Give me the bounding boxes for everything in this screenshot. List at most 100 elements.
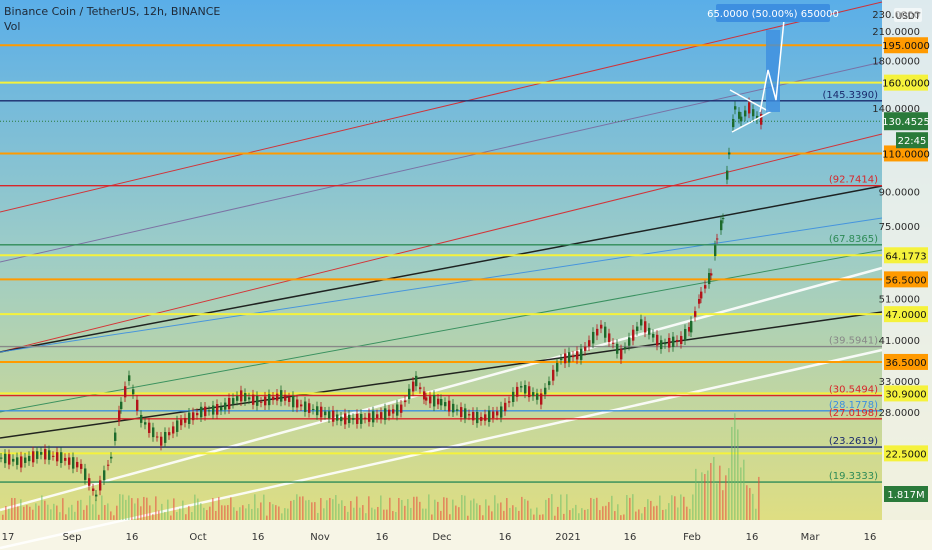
candle-body <box>72 457 75 469</box>
volume-bar <box>269 502 271 520</box>
candle-body <box>0 457 3 459</box>
candle-body <box>388 409 391 416</box>
volume-bar <box>293 499 295 520</box>
candle-body <box>360 413 363 424</box>
volume-bars <box>2 413 760 520</box>
volume-bar <box>239 507 241 520</box>
candle-body <box>412 381 415 392</box>
level-badge-text: 64.1773 <box>885 251 926 262</box>
candle-body <box>504 402 507 412</box>
volume-bar <box>83 509 85 520</box>
candle-body <box>356 413 359 424</box>
volume-bar <box>356 496 358 520</box>
candle-body <box>180 419 183 426</box>
candle-body <box>612 342 615 344</box>
trend-line-6 <box>0 266 883 512</box>
volume-bar <box>671 495 673 520</box>
candle-body <box>604 326 607 338</box>
volume-bar <box>479 505 481 520</box>
candle-body <box>308 403 311 413</box>
volume-bar <box>161 503 163 520</box>
volume-bar <box>755 508 757 520</box>
candle-body <box>576 351 579 360</box>
volume-bar <box>71 504 73 520</box>
volume-bar <box>500 502 502 520</box>
current-price-text: 130.4525 <box>882 117 930 128</box>
volume-bar <box>317 512 319 520</box>
candle-body <box>64 457 67 461</box>
countdown-text: 22:45 <box>898 136 927 147</box>
volume-bar <box>683 496 685 520</box>
level-paren-text: (39.5941) <box>829 336 878 347</box>
candle-body <box>144 422 147 425</box>
candle-body <box>376 414 379 418</box>
volume-bar <box>560 494 562 520</box>
volume-bar <box>704 474 706 520</box>
volume-bar <box>518 510 520 520</box>
volume-bar <box>227 505 229 520</box>
volume-bar <box>257 508 259 520</box>
volume-bar <box>122 494 124 520</box>
candle-body <box>536 393 539 400</box>
volume-bar <box>557 506 559 520</box>
volume-bar <box>260 502 262 520</box>
volume-bar <box>725 475 727 520</box>
volume-bar <box>665 509 667 520</box>
volume-bar <box>362 505 364 520</box>
volume-bar <box>263 494 265 520</box>
candle-body <box>520 386 523 388</box>
trend-line-4 <box>0 217 883 353</box>
volume-bar <box>323 508 325 520</box>
volume-bar <box>32 509 34 520</box>
candle-body <box>216 404 219 415</box>
volume-bar <box>698 483 700 520</box>
volume-bar <box>275 505 277 520</box>
volume-bar <box>494 495 496 520</box>
candle-body <box>284 394 287 401</box>
candle-body <box>32 451 35 463</box>
candle-body <box>20 456 23 468</box>
candle-body <box>668 337 671 348</box>
candle-body <box>419 387 422 390</box>
time-tick: 16 <box>376 532 389 543</box>
level-badge <box>884 271 928 288</box>
trend-line-1 <box>0 61 883 263</box>
candle-body <box>168 432 171 436</box>
currency-text: USDT <box>896 12 921 22</box>
candle-body <box>596 328 599 336</box>
volume-bar <box>155 496 157 520</box>
volume-bar <box>407 499 409 520</box>
volume-bar <box>419 501 421 520</box>
volume-bar <box>200 503 202 520</box>
candle-body <box>472 411 475 421</box>
level-badge-text: 47.0000 <box>885 310 926 321</box>
price-tick: 75.0000 <box>879 222 920 233</box>
volume-bar <box>752 493 754 520</box>
volume-bar <box>464 495 466 520</box>
volume-bar <box>146 497 148 520</box>
volume-bar <box>125 499 127 520</box>
candle-body <box>652 333 655 338</box>
volume-bar <box>284 508 286 520</box>
candle-body <box>200 406 203 418</box>
candle-body <box>672 336 675 348</box>
candle-body <box>592 331 595 344</box>
candle-body <box>172 426 175 434</box>
candle-body <box>364 417 367 419</box>
candle-body <box>556 362 559 372</box>
volume-bar <box>206 510 208 520</box>
volume-bar <box>686 506 688 520</box>
candle-body <box>425 397 428 401</box>
volume-bar <box>563 513 565 520</box>
level-badge <box>884 445 928 462</box>
candle-body <box>508 401 511 403</box>
volume-bar <box>233 507 235 520</box>
candle-body <box>4 453 7 464</box>
volume-bar <box>272 504 274 520</box>
candle-body <box>708 273 711 285</box>
candle-body <box>552 369 555 381</box>
volume-bar <box>197 498 199 520</box>
time-tick: 2021 <box>555 532 580 543</box>
